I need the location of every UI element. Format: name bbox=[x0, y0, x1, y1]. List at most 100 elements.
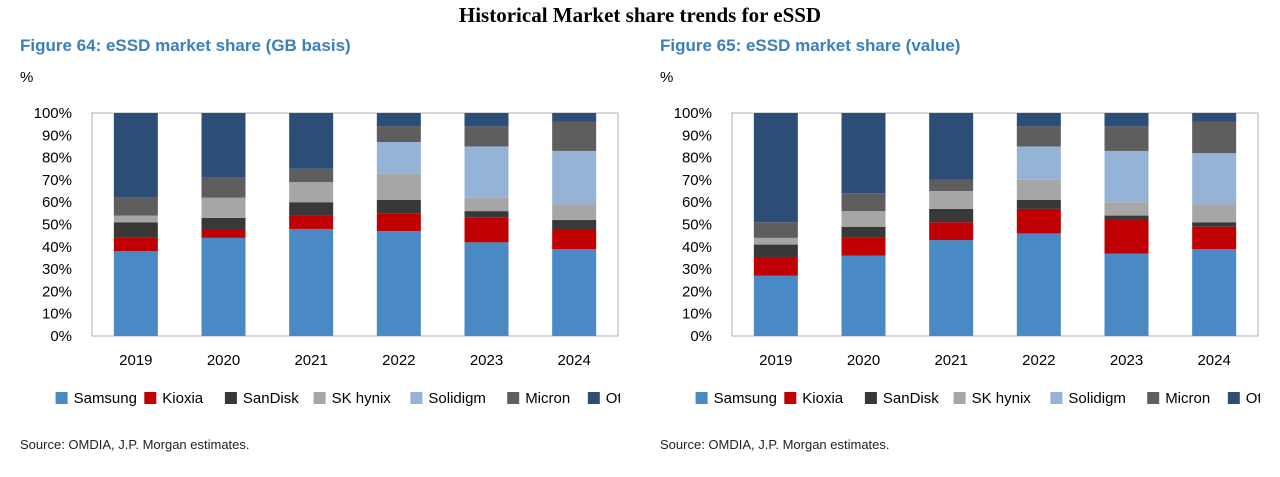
bar-segment-sk-hynix-2024 bbox=[552, 204, 597, 221]
bar-segment-solidigm-2024 bbox=[1192, 153, 1237, 205]
bar-segment-samsung-2024 bbox=[1192, 249, 1237, 336]
bar-segment-sk-hynix-2020 bbox=[841, 211, 886, 227]
bar-segment-sk-hynix-2023 bbox=[1104, 202, 1149, 216]
legend-swatch-micron bbox=[1147, 392, 1160, 404]
legend-label-micron: Micron bbox=[1165, 390, 1210, 407]
x-tick-label: 2022 bbox=[1022, 352, 1055, 369]
bar-segment-kioxia-2023 bbox=[464, 217, 509, 243]
figure-65-panel: Figure 65: eSSD market share (value) % 0… bbox=[660, 36, 1280, 466]
y-tick-label: 100% bbox=[674, 105, 712, 122]
legend-swatch-sk-hynix bbox=[953, 392, 966, 404]
bar-segment-sandisk-2023 bbox=[1104, 215, 1149, 221]
bar-segment-others-2024 bbox=[552, 113, 597, 122]
bar-segment-samsung-2019 bbox=[753, 275, 798, 336]
bar-segment-micron-2024 bbox=[1192, 121, 1237, 154]
plot-area-frame bbox=[91, 112, 619, 337]
y-tick-label: 40% bbox=[42, 239, 72, 256]
bar-segment-others-2020 bbox=[841, 113, 886, 194]
bar-segment-sk-hynix-2019 bbox=[753, 237, 798, 245]
page-title: Historical Market share trends for eSSD bbox=[458, 3, 822, 27]
legend-swatch-others bbox=[1227, 392, 1240, 404]
bar-segment-micron-2019 bbox=[753, 222, 798, 238]
bar-segment-samsung-2023 bbox=[1104, 253, 1149, 336]
x-tick-label: 2021 bbox=[934, 352, 967, 369]
bar-segment-kioxia-2021 bbox=[289, 215, 334, 229]
bar-segment-others-2022 bbox=[1016, 113, 1061, 127]
bar-segment-micron-2022 bbox=[1016, 126, 1061, 147]
x-tick-label: 2024 bbox=[557, 352, 590, 369]
legend-swatch-solidigm bbox=[1050, 392, 1063, 404]
bar-segment-micron-2019 bbox=[113, 197, 158, 216]
bar-segment-samsung-2022 bbox=[1016, 233, 1061, 336]
y-tick-label: 70% bbox=[42, 172, 72, 189]
bar-segment-sandisk-2020 bbox=[841, 226, 886, 238]
legend-label-solidigm: Solidigm bbox=[1068, 390, 1126, 407]
bar-segment-kioxia-2019 bbox=[753, 257, 798, 276]
legend-label-others: Others bbox=[1246, 390, 1260, 407]
legend-swatch-kioxia bbox=[784, 392, 797, 404]
bar-segment-sk-hynix-2020 bbox=[201, 197, 246, 218]
bar-segment-others-2020 bbox=[201, 113, 246, 178]
x-tick-label: 2020 bbox=[207, 352, 240, 369]
y-tick-label: 90% bbox=[42, 127, 72, 144]
bar-segment-sk-hynix-2024 bbox=[1192, 204, 1237, 223]
bar-segment-samsung-2021 bbox=[929, 240, 974, 336]
y-axis-unit-label: % bbox=[660, 69, 674, 86]
bar-segment-sandisk-2022 bbox=[376, 199, 421, 214]
y-tick-label: 0% bbox=[50, 328, 72, 345]
legend-swatch-solidigm bbox=[410, 392, 423, 404]
plot-area-frame bbox=[731, 112, 1259, 337]
bar-segment-samsung-2021 bbox=[289, 228, 334, 336]
figure-64-panel: Figure 64: eSSD market share (GB basis) … bbox=[20, 36, 640, 466]
bar-segment-samsung-2020 bbox=[841, 255, 886, 336]
y-tick-label: 80% bbox=[42, 150, 72, 167]
y-tick-label: 0% bbox=[690, 328, 712, 345]
bar-segment-solidigm-2023 bbox=[1104, 150, 1149, 203]
bar-segment-others-2024 bbox=[1192, 113, 1237, 122]
legend-label-samsung: Samsung bbox=[74, 390, 137, 407]
legend-swatch-samsung bbox=[695, 392, 708, 404]
x-tick-label: 2022 bbox=[382, 352, 415, 369]
x-tick-label: 2024 bbox=[1197, 352, 1230, 369]
x-tick-label: 2019 bbox=[119, 352, 152, 369]
y-tick-label: 70% bbox=[682, 172, 712, 189]
bar-segment-samsung-2019 bbox=[113, 251, 158, 336]
x-tick-label: 2023 bbox=[470, 352, 503, 369]
stacked-bar-chart-gb: 0% 10% 20% 30% 40% 50% 60% 70% 80% 90% 100% 2019 202… bbox=[34, 105, 620, 407]
bar-segment-others-2019 bbox=[753, 113, 798, 223]
bar-segment-kioxia-2020 bbox=[841, 237, 886, 256]
legend-swatch-micron bbox=[507, 392, 520, 404]
bar-segment-sandisk-2024 bbox=[552, 220, 597, 229]
bar-segment-sk-hynix-2023 bbox=[464, 197, 509, 212]
bar-segment-micron-2021 bbox=[289, 168, 334, 183]
y-tick-label: 60% bbox=[682, 194, 712, 211]
legend-label-micron: Micron bbox=[525, 390, 570, 407]
bar-segment-kioxia-2024 bbox=[1192, 226, 1237, 250]
bar-segment-sk-hynix-2021 bbox=[929, 191, 974, 209]
y-tick-label: 100% bbox=[34, 105, 72, 122]
bar-segment-sk-hynix-2022 bbox=[1016, 179, 1061, 200]
bar-segment-samsung-2022 bbox=[376, 231, 421, 336]
y-tick-label: 10% bbox=[682, 306, 712, 323]
legend-label-sandisk: SanDisk bbox=[243, 390, 299, 407]
chart-title: Figure 64: eSSD market share (GB basis) bbox=[20, 36, 351, 55]
y-tick-label: 50% bbox=[42, 217, 72, 234]
y-tick-label: 30% bbox=[42, 261, 72, 278]
bar-segment-sk-hynix-2021 bbox=[289, 182, 334, 203]
bar-segment-sandisk-2021 bbox=[929, 208, 974, 223]
y-tick-label: 30% bbox=[682, 261, 712, 278]
legend-label-solidigm: Solidigm bbox=[428, 390, 486, 407]
y-tick-label: 80% bbox=[682, 150, 712, 167]
legend-label-sandisk: SanDisk bbox=[883, 390, 939, 407]
bar-segment-sk-hynix-2022 bbox=[376, 173, 421, 200]
bar-segment-others-2021 bbox=[929, 113, 974, 180]
bar-segment-kioxia-2022 bbox=[376, 213, 421, 232]
bar-segment-micron-2024 bbox=[552, 121, 597, 151]
bar-segment-micron-2021 bbox=[929, 179, 974, 192]
bar-segment-others-2021 bbox=[289, 113, 334, 169]
chart-title: Figure 65: eSSD market share (value) bbox=[660, 36, 961, 55]
y-tick-label: 40% bbox=[682, 239, 712, 256]
bar-segment-kioxia-2019 bbox=[113, 237, 158, 252]
bar-segment-solidigm-2024 bbox=[552, 150, 597, 205]
bar-segment-sandisk-2024 bbox=[1192, 222, 1237, 227]
